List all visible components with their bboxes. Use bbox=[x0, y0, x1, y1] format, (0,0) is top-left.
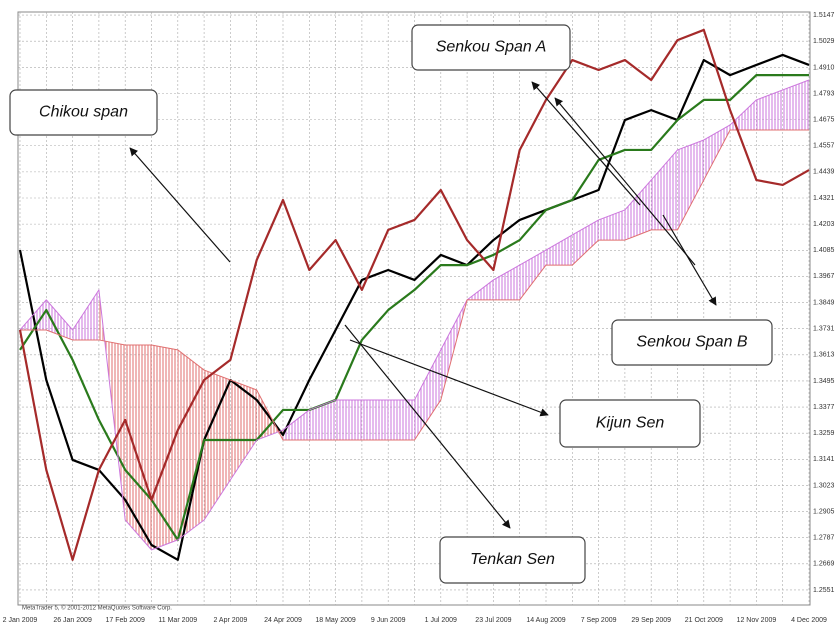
y-tick-label: 1.4321 bbox=[813, 195, 835, 202]
cloud-segment bbox=[493, 265, 520, 300]
cloud-segment bbox=[335, 399, 362, 441]
x-tick-label: 9 Jun 2009 bbox=[371, 617, 406, 624]
callout-label: Senkou Span A bbox=[436, 39, 547, 56]
arrow bbox=[349, 339, 549, 417]
arrow bbox=[344, 324, 511, 529]
cloud-segment bbox=[782, 79, 809, 131]
x-tick-label: 21 Oct 2009 bbox=[685, 617, 723, 624]
series-line bbox=[19, 79, 810, 551]
y-tick-label: 1.3731 bbox=[813, 325, 835, 332]
cloud-segment bbox=[624, 180, 652, 241]
arrow bbox=[531, 81, 641, 206]
y-tick-label: 1.2669 bbox=[813, 561, 835, 568]
y-tick-label: 1.4910 bbox=[813, 64, 835, 71]
x-tick-label: 14 Aug 2009 bbox=[526, 617, 565, 624]
arrow bbox=[662, 214, 717, 306]
x-tick-label: 26 Jan 2009 bbox=[53, 617, 92, 624]
cloud-segment bbox=[388, 399, 415, 441]
callout-box bbox=[9, 89, 158, 136]
y-tick-label: 1.3849 bbox=[813, 299, 835, 306]
cloud-segment bbox=[204, 370, 231, 520]
y-tick-label: 1.4439 bbox=[813, 169, 835, 176]
cloud-segment bbox=[546, 234, 573, 266]
cloud-segment bbox=[703, 124, 731, 181]
cloud-segment bbox=[361, 399, 389, 441]
cloud-segment bbox=[756, 89, 783, 131]
cloud-segment bbox=[309, 399, 336, 441]
arrow bbox=[554, 97, 696, 266]
cloud-segment bbox=[46, 299, 73, 340]
y-tick-label: 1.4085 bbox=[813, 247, 835, 254]
cloud-segment bbox=[730, 99, 757, 131]
callout-box bbox=[611, 319, 773, 366]
y-tick-label: 1.3495 bbox=[813, 378, 835, 385]
x-tick-label: 2 Apr 2009 bbox=[213, 617, 247, 624]
x-tick-label: 17 Feb 2009 bbox=[106, 617, 145, 624]
y-tick-label: 1.4675 bbox=[813, 116, 835, 123]
y-tick-label: 1.4203 bbox=[813, 221, 835, 228]
series-line bbox=[18, 28, 810, 561]
y-tick-label: 1.3377 bbox=[813, 404, 835, 411]
cloud-segment bbox=[125, 345, 152, 550]
y-tick-label: 1.3259 bbox=[813, 430, 835, 437]
y-tick-label: 1.2905 bbox=[813, 508, 835, 515]
cloud-segment bbox=[72, 289, 99, 340]
cloud-segment bbox=[151, 345, 178, 550]
cloud-segment bbox=[230, 380, 257, 480]
y-tick-label: 1.2787 bbox=[813, 535, 835, 542]
y-tick-label: 1.4557 bbox=[813, 143, 835, 150]
y-tick-label: 1.3967 bbox=[813, 273, 835, 280]
cloud-segment bbox=[177, 349, 205, 540]
x-tick-label: 29 Sep 2009 bbox=[631, 617, 671, 624]
x-tick-label: 11 Mar 2009 bbox=[158, 617, 197, 624]
x-tick-label: 1 Jul 2009 bbox=[425, 617, 457, 624]
callout-label: Tenkan Sen bbox=[470, 551, 555, 568]
x-tick-label: 18 May 2009 bbox=[315, 617, 356, 624]
cloud-segment bbox=[283, 409, 310, 441]
cloud-segment bbox=[519, 250, 546, 300]
x-tick-label: 24 Apr 2009 bbox=[264, 617, 302, 624]
callout-box bbox=[411, 24, 571, 71]
x-tick-label: 7 Sep 2009 bbox=[581, 617, 617, 624]
y-tick-label: 1.3023 bbox=[813, 482, 835, 489]
x-tick-label: 12 Nov 2009 bbox=[737, 617, 777, 624]
y-tick-label: 1.3613 bbox=[813, 352, 835, 359]
y-tick-label: 1.5147 bbox=[813, 12, 835, 19]
x-tick-label: 23 Jul 2009 bbox=[475, 617, 511, 624]
cloud-segment bbox=[651, 149, 678, 230]
callout-label: Chikou span bbox=[39, 104, 128, 121]
x-tick-label: 2 Jan 2009 bbox=[3, 617, 38, 624]
arrow bbox=[129, 147, 231, 263]
watermark: MetaTrader 5, © 2001-2012 MetaQuotes Sof… bbox=[22, 605, 172, 612]
x-tick-label: 4 Dec 2009 bbox=[791, 617, 827, 624]
y-tick-label: 1.2551 bbox=[813, 587, 835, 594]
callout-label: Senkou Span B bbox=[636, 334, 748, 351]
series-line bbox=[20, 129, 809, 441]
callout-box bbox=[439, 536, 586, 584]
callout-label: Kijun Sen bbox=[596, 415, 665, 432]
callout-box bbox=[559, 399, 701, 448]
y-tick-label: 1.4793 bbox=[813, 90, 835, 97]
y-tick-label: 1.5029 bbox=[813, 38, 835, 45]
cloud-segment bbox=[677, 139, 704, 230]
y-tick-label: 1.3141 bbox=[813, 456, 835, 463]
